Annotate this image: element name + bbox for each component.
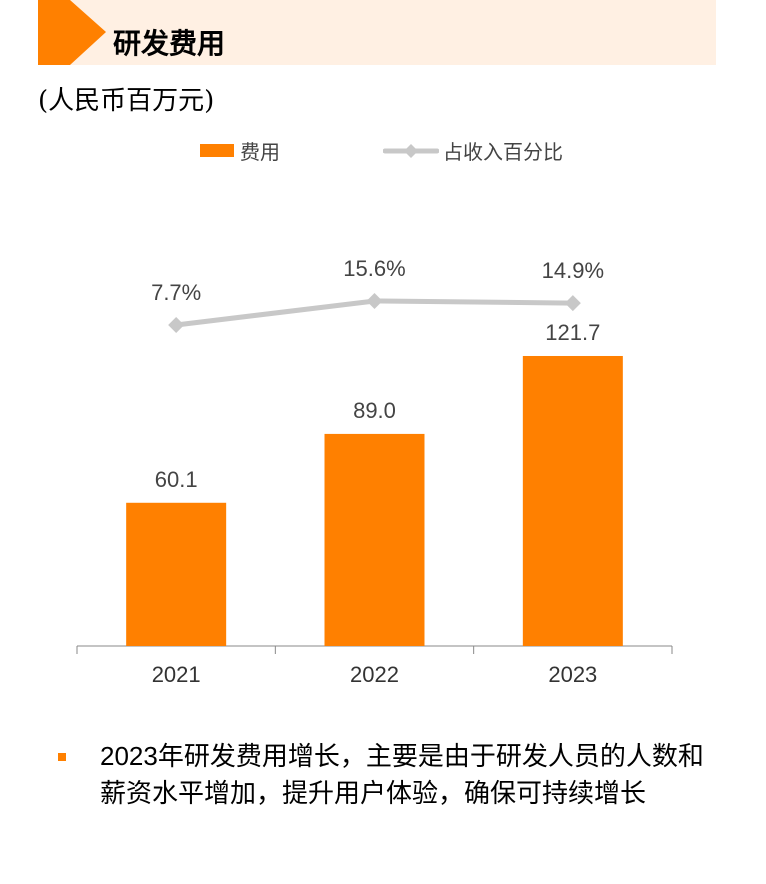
bullet-icon — [58, 753, 66, 761]
pct-value-label: 14.9% — [542, 258, 604, 283]
legend-line-label: 占收入百分比 — [443, 140, 563, 164]
note-body: 年研发费用增长，主要是由于研发人员的人数和薪资水平增加，提升用户体验，确保可持续… — [100, 742, 704, 809]
legend-line: 占收入百分比 — [383, 136, 563, 165]
x-tick-label: 2023 — [548, 662, 597, 687]
chevron-icon — [38, 0, 106, 65]
bar-value-label: 89.0 — [353, 398, 396, 423]
bar-value-label: 121.7 — [545, 320, 600, 345]
legend-bar-label: 费用 — [240, 140, 280, 164]
title-banner — [38, 0, 716, 65]
bar-value-label: 60.1 — [155, 467, 198, 492]
note-year: 2023 — [100, 741, 158, 771]
note-text: 2023年研发费用增长，主要是由于研发人员的人数和薪资水平增加，提升用户体验，确… — [100, 738, 705, 813]
x-tick-label: 2021 — [152, 662, 201, 687]
bar-2023 — [522, 355, 623, 646]
page-title: 研发费用 — [113, 27, 226, 60]
bar-2021 — [126, 502, 227, 646]
bar-2022 — [324, 433, 425, 646]
unit-label: (人民币百万元) — [38, 86, 215, 116]
pct-point-2023 — [564, 295, 581, 312]
x-tick-label: 2022 — [350, 662, 399, 687]
legend-bar-swatch — [200, 144, 234, 157]
pct-point-2021 — [168, 316, 185, 333]
pct-value-label: 15.6% — [343, 256, 405, 281]
pct-value-label: 7.7% — [151, 280, 201, 305]
chart: 60.1 2021 89.0 2022 121.7 2023 7.7% 15.6% 14.9% — [76, 256, 673, 687]
pct-point-2022 — [366, 292, 383, 309]
legend-line-marker-icon — [383, 143, 439, 158]
legend-bar: 费用 — [200, 136, 280, 165]
